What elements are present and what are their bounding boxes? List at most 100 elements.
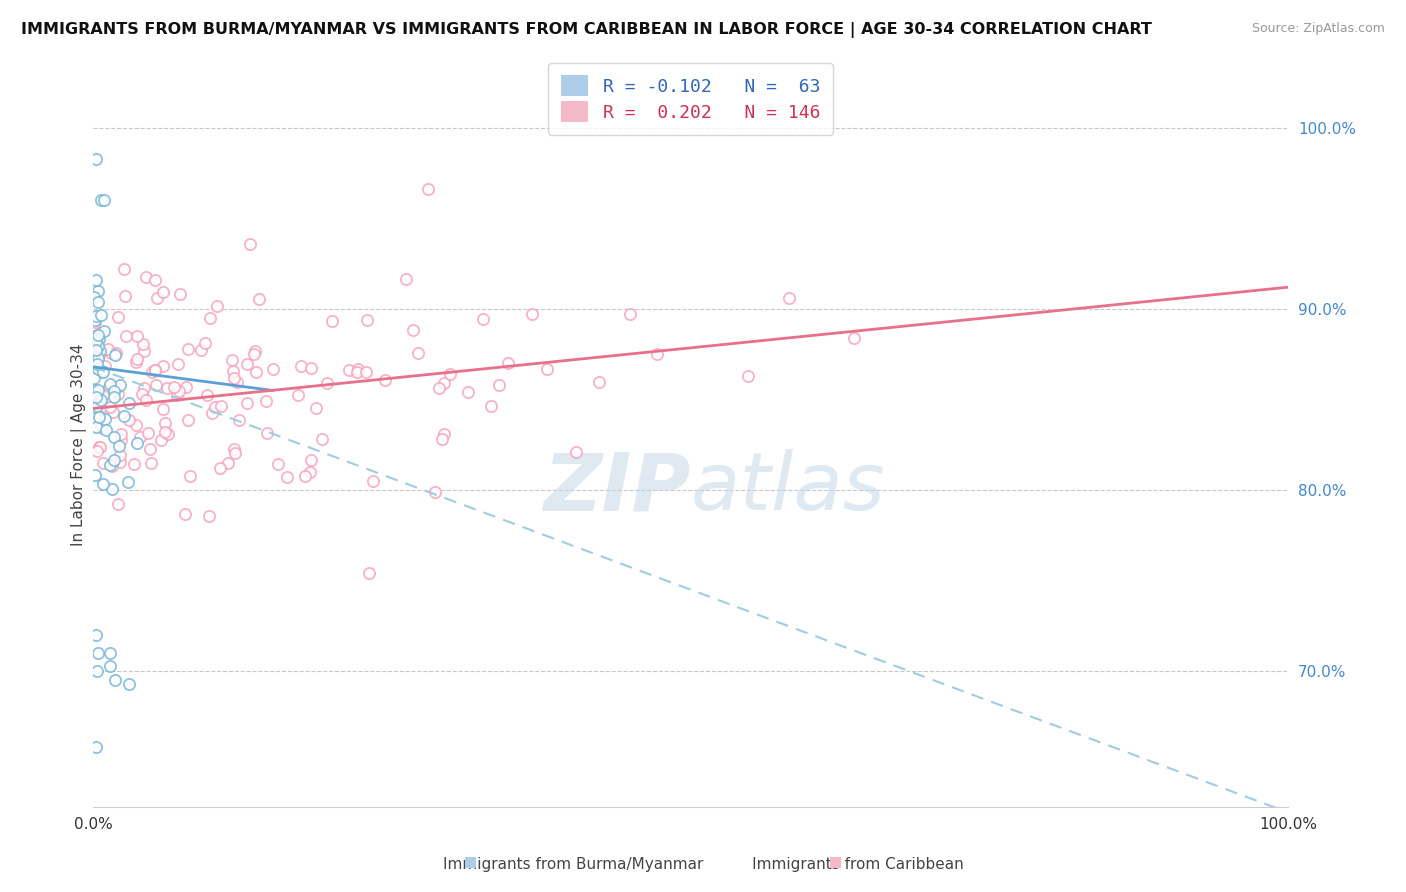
Point — [139, 457, 162, 471]
Point — [84, 390, 107, 404]
Point — [93, 193, 115, 207]
Point — [225, 376, 247, 390]
Point — [132, 337, 155, 351]
Point — [83, 291, 105, 305]
Point — [200, 311, 222, 326]
Point — [433, 427, 456, 442]
Point — [104, 381, 127, 395]
Point — [204, 401, 226, 415]
Point — [91, 365, 114, 379]
Point — [112, 409, 135, 423]
Point — [118, 677, 141, 691]
Point — [90, 193, 112, 207]
Legend: R = -0.102   N =  63, R =  0.202   N = 146: R = -0.102 N = 63, R = 0.202 N = 146 — [548, 62, 832, 135]
Point — [416, 182, 439, 196]
Point — [86, 444, 108, 458]
Point — [153, 417, 176, 431]
Point — [91, 456, 114, 470]
Point — [311, 433, 333, 447]
Point — [83, 383, 105, 397]
Point — [86, 328, 108, 343]
Point — [107, 310, 129, 324]
Point — [89, 440, 111, 454]
Point — [167, 384, 190, 398]
Point — [354, 365, 377, 379]
Y-axis label: In Labor Force | Age 30-34: In Labor Force | Age 30-34 — [72, 343, 87, 546]
Point — [217, 456, 239, 470]
Point — [86, 664, 108, 678]
Point — [346, 365, 368, 379]
Point — [104, 345, 127, 359]
Point — [83, 331, 105, 345]
Point — [304, 401, 326, 416]
Point — [242, 347, 264, 361]
Point — [86, 339, 108, 353]
Point — [87, 386, 110, 401]
Text: Source: ZipAtlas.com: Source: ZipAtlas.com — [1251, 22, 1385, 36]
Point — [153, 425, 176, 440]
Point — [190, 343, 212, 357]
Text: ▪: ▪ — [463, 851, 478, 871]
Point — [87, 332, 110, 346]
Point — [100, 346, 122, 360]
Point — [339, 362, 361, 376]
Text: Immigrants from Burma/Myanmar          Immigrants from Caribbean: Immigrants from Burma/Myanmar Immigrants… — [443, 857, 963, 872]
Point — [110, 434, 132, 448]
Point — [103, 384, 125, 399]
Point — [298, 465, 321, 479]
Point — [110, 448, 132, 462]
Point — [84, 334, 107, 349]
Point — [222, 370, 245, 384]
Point — [152, 359, 174, 374]
Point — [374, 373, 396, 387]
Point — [363, 474, 385, 488]
Point — [433, 376, 456, 390]
Point — [91, 364, 114, 378]
Point — [224, 446, 246, 460]
Point — [86, 342, 108, 356]
Point — [83, 384, 105, 399]
Point — [173, 507, 195, 521]
Point — [167, 357, 190, 371]
Point — [136, 425, 159, 440]
Point — [86, 331, 108, 345]
Point — [122, 457, 145, 471]
Point — [177, 343, 200, 357]
Point — [488, 378, 510, 392]
Point — [357, 566, 380, 580]
Point — [87, 646, 110, 660]
Point — [146, 291, 169, 305]
Point — [228, 412, 250, 426]
Point — [93, 399, 115, 413]
Point — [201, 406, 224, 420]
Point — [299, 453, 322, 467]
Point — [262, 362, 284, 376]
Point — [479, 399, 502, 413]
Point — [143, 363, 166, 377]
Point — [287, 387, 309, 401]
Point — [97, 343, 120, 357]
Point — [98, 376, 121, 391]
Point — [117, 475, 139, 489]
Point — [93, 359, 115, 374]
Point — [86, 399, 108, 413]
Point — [84, 419, 107, 434]
Point — [125, 329, 148, 343]
Point — [118, 413, 141, 427]
Point — [245, 365, 267, 379]
Point — [103, 453, 125, 467]
Point — [87, 351, 110, 365]
Point — [536, 362, 558, 376]
Point — [125, 355, 148, 369]
Point — [84, 468, 107, 483]
Point — [205, 299, 228, 313]
Point — [101, 482, 124, 496]
Point — [87, 383, 110, 397]
Point — [91, 388, 114, 402]
Point — [84, 740, 107, 755]
Point — [197, 388, 219, 402]
Point — [243, 343, 266, 358]
Point — [143, 363, 166, 377]
Point — [110, 377, 132, 392]
Point — [84, 411, 107, 425]
